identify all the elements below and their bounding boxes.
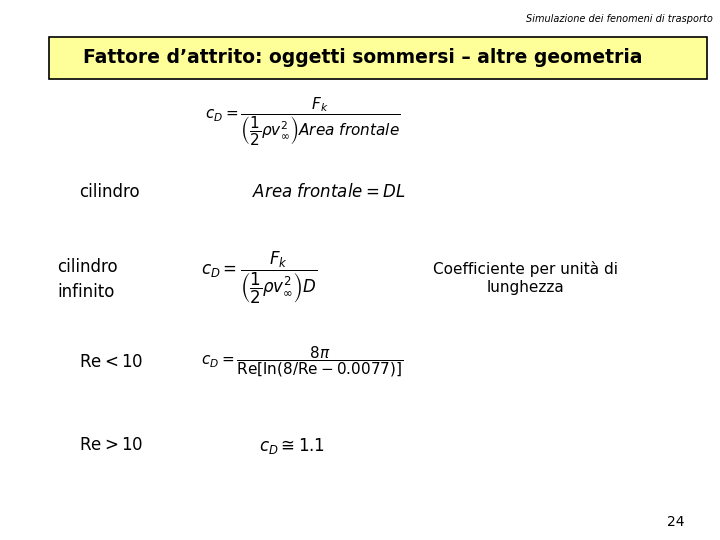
Text: cilindro: cilindro: [79, 183, 140, 201]
Text: $\mathrm{Re} > 10$: $\mathrm{Re} > 10$: [79, 436, 143, 455]
Text: cilindro: cilindro: [58, 258, 118, 276]
Text: $c_D \cong 1.1$: $c_D \cong 1.1$: [259, 435, 325, 456]
FancyBboxPatch shape: [49, 37, 707, 79]
Text: $c_D = \dfrac{8\pi}{\mathrm{Re}[\ln(8/\mathrm{Re}-0.0077)]}$: $c_D = \dfrac{8\pi}{\mathrm{Re}[\ln(8/\m…: [202, 345, 403, 379]
Text: Fattore d’attrito: oggetti sommersi – altre geometria: Fattore d’attrito: oggetti sommersi – al…: [83, 48, 642, 68]
Text: Simulazione dei fenomeni di trasporto: Simulazione dei fenomeni di trasporto: [526, 14, 713, 24]
Text: $\mathrm{Re} < 10$: $\mathrm{Re} < 10$: [79, 353, 143, 371]
Text: $c_D = \dfrac{F_k}{\left(\dfrac{1}{2}\rho v_{\infty}^2\right) \mathit{Area\ fron: $c_D = \dfrac{F_k}{\left(\dfrac{1}{2}\rh…: [204, 95, 400, 148]
Text: $c_D = \dfrac{F_k}{\left(\dfrac{1}{2}\rho v_{\infty}^2\right)D}$: $c_D = \dfrac{F_k}{\left(\dfrac{1}{2}\rh…: [201, 250, 318, 306]
Text: 24: 24: [667, 515, 684, 529]
Text: $\mathit{Area\ frontale} = DL$: $\mathit{Area\ frontale} = DL$: [252, 183, 405, 201]
Text: infinito: infinito: [58, 282, 115, 301]
Text: Coefficiente per unità di
lunghezza: Coefficiente per unità di lunghezza: [433, 261, 618, 295]
